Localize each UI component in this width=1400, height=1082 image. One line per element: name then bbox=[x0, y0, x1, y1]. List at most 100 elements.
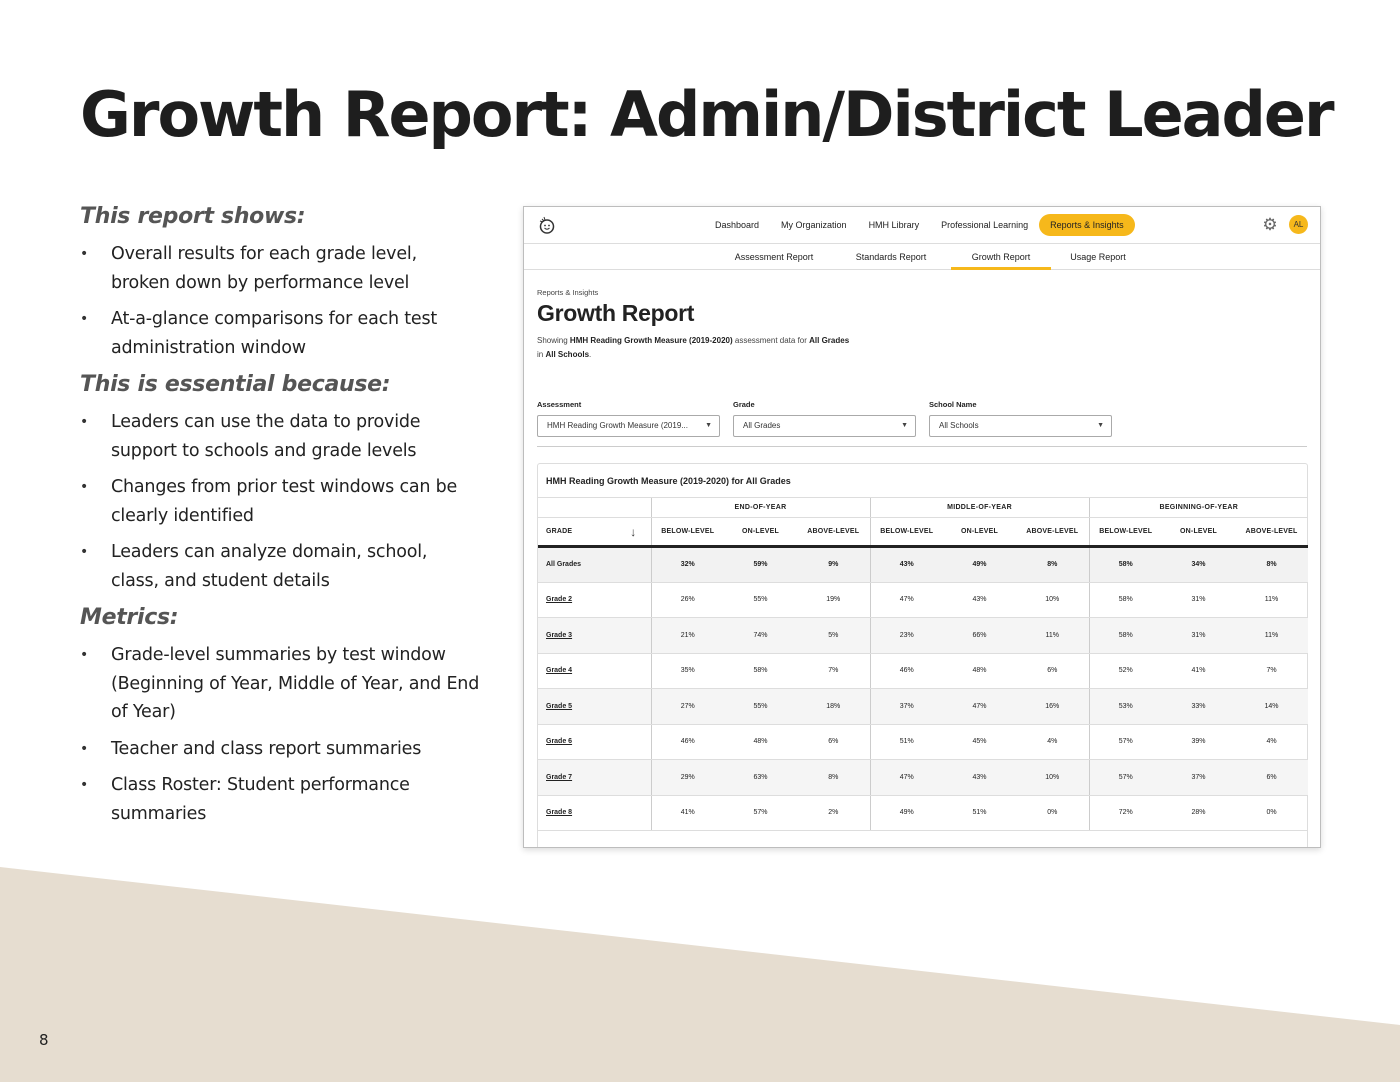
tab-standards-report[interactable]: Standards Report bbox=[855, 252, 927, 262]
caret-down-icon: ▼ bbox=[1097, 422, 1104, 429]
percent-cell: 46% bbox=[869, 653, 943, 689]
percent-cell: 43% bbox=[943, 582, 1016, 618]
tab-growth-report[interactable]: Growth Report bbox=[951, 244, 1051, 270]
grade-cell: All Grades bbox=[538, 546, 651, 583]
percent-cell: 47% bbox=[943, 688, 1016, 725]
assessment-select[interactable]: HMH Reading Growth Measure (2019... ▼ bbox=[537, 415, 720, 437]
bullet-dot: • bbox=[80, 246, 89, 262]
percent-cell: 10% bbox=[1016, 759, 1090, 796]
table-title: HMH Reading Growth Measure (2019-2020) f… bbox=[546, 476, 791, 486]
filter-label: Grade bbox=[733, 400, 755, 409]
bullet-dot: • bbox=[80, 414, 89, 430]
bullet-list: • Grade-level summaries by test window (B… bbox=[80, 641, 480, 828]
slide-title: Growth Report: Admin/District Leader bbox=[80, 78, 1335, 151]
logo-icon[interactable] bbox=[537, 215, 557, 235]
summary-text: . bbox=[589, 350, 592, 359]
percent-cell: 47% bbox=[869, 759, 943, 796]
growth-table-card: HMH Reading Growth Measure (2019-2020) f… bbox=[537, 463, 1309, 847]
nav-reports-insights[interactable]: Reports & Insights bbox=[1039, 214, 1135, 236]
column-header-below-level: BELOW-LEVEL bbox=[650, 517, 724, 548]
percent-cell: 58% bbox=[1088, 582, 1163, 618]
nav-my-organization[interactable]: My Organization bbox=[781, 220, 847, 230]
grade-header-label: GRADE bbox=[546, 528, 573, 535]
summary-text: in bbox=[537, 350, 546, 359]
bullet-text: Overall results for each grade level, br… bbox=[111, 244, 417, 293]
growth-table: END-OF-YEAR MIDDLE-OF-YEAR BEGINNING-OF-… bbox=[538, 497, 1309, 831]
column-header-on-level: ON-LEVEL bbox=[724, 517, 797, 548]
table-row-all-grades: All Grades 32% 59% 9% 43% 49% 8% 58% 34% 8% bbox=[538, 546, 1309, 583]
percent-cell: 41% bbox=[1162, 653, 1236, 689]
table-row: Grade 8 41% 57% 2% 49% 51% 0% 72% 28% 0% bbox=[538, 795, 1309, 831]
grade-filter: Grade All Grades ▼ bbox=[733, 400, 916, 437]
column-header-on-level: ON-LEVEL bbox=[943, 517, 1016, 548]
column-header-above-level: ABOVE-LEVEL bbox=[1016, 517, 1090, 548]
percent-cell: 57% bbox=[1088, 759, 1163, 796]
percent-cell: 7% bbox=[1235, 653, 1309, 689]
percent-cell: 49% bbox=[943, 546, 1016, 583]
top-nav-bar: Dashboard My Organization HMH Library Pr… bbox=[524, 207, 1320, 244]
bullet-dot: • bbox=[80, 544, 89, 560]
school-select[interactable]: All Schools ▼ bbox=[929, 415, 1112, 437]
tab-assessment-report[interactable]: Assessment Report bbox=[734, 252, 814, 262]
grade-link[interactable]: Grade 5 bbox=[538, 688, 651, 725]
percent-cell: 55% bbox=[724, 688, 797, 725]
section-essential: This is essential because: • Leaders can … bbox=[80, 372, 480, 595]
grade-link[interactable]: Grade 2 bbox=[538, 582, 651, 618]
percent-cell: 46% bbox=[650, 724, 724, 760]
percent-cell: 43% bbox=[869, 546, 943, 583]
percent-cell: 16% bbox=[1016, 688, 1090, 725]
main-nav: Dashboard My Organization HMH Library Pr… bbox=[704, 214, 1135, 236]
percent-cell: 58% bbox=[724, 653, 797, 689]
percent-cell: 21% bbox=[650, 617, 724, 654]
bullet-dot: • bbox=[80, 777, 89, 793]
section-heading: Metrics: bbox=[80, 605, 179, 630]
grade-link[interactable]: Grade 4 bbox=[538, 653, 651, 689]
percent-cell: 8% bbox=[1235, 546, 1309, 583]
grade-link[interactable]: Grade 8 bbox=[538, 795, 651, 831]
gear-icon[interactable]: ⚙ bbox=[1262, 215, 1278, 234]
section-heading: This is essential because: bbox=[80, 372, 391, 397]
grade-link[interactable]: Grade 6 bbox=[538, 724, 651, 760]
percent-cell: 8% bbox=[1016, 546, 1090, 583]
table-row: Grade 2 26% 55% 19% 47% 43% 10% 58% 31% 11% bbox=[538, 582, 1309, 618]
group-header-row: END-OF-YEAR MIDDLE-OF-YEAR BEGINNING-OF-… bbox=[538, 497, 1309, 518]
percent-cell: 53% bbox=[1088, 688, 1163, 725]
column-header-below-level: BELOW-LEVEL bbox=[1088, 517, 1163, 548]
section-metrics: Metrics: • Grade-level summaries by test … bbox=[80, 605, 480, 828]
percent-cell: 4% bbox=[1235, 724, 1309, 760]
bullet-text: Leaders can use the data to provide supp… bbox=[111, 412, 421, 461]
bullet-item: • Leaders can use the data to provide sup… bbox=[80, 408, 480, 465]
percent-cell: 29% bbox=[650, 759, 724, 796]
percent-cell: 19% bbox=[797, 582, 870, 618]
column-header-above-level: ABOVE-LEVEL bbox=[1235, 517, 1309, 548]
sort-down-arrow-icon[interactable]: ↓ bbox=[630, 525, 637, 539]
percent-cell: 11% bbox=[1235, 582, 1309, 618]
percent-cell: 7% bbox=[797, 653, 870, 689]
grade-link[interactable]: Grade 7 bbox=[538, 759, 651, 796]
nav-dashboard[interactable]: Dashboard bbox=[715, 220, 760, 230]
percent-cell: 39% bbox=[1162, 724, 1236, 760]
bullet-text: Leaders can analyze domain, school, clas… bbox=[111, 542, 428, 591]
percent-cell: 5% bbox=[797, 617, 870, 654]
percent-cell: 14% bbox=[1235, 688, 1309, 725]
percent-cell: 47% bbox=[869, 582, 943, 618]
nav-professional-learning[interactable]: Professional Learning bbox=[941, 220, 1029, 230]
grade-column-header[interactable]: GRADE ↓ bbox=[538, 517, 651, 548]
bullet-text: Changes from prior test windows can be c… bbox=[111, 477, 458, 526]
summary-text: Showing bbox=[537, 336, 570, 345]
breadcrumb[interactable]: Reports & Insights bbox=[537, 288, 599, 297]
filter-label: School Name bbox=[929, 400, 977, 409]
table-row: Grade 6 46% 48% 6% 51% 45% 4% 57% 39% 4% bbox=[538, 724, 1309, 760]
percent-cell: 37% bbox=[869, 688, 943, 725]
tab-usage-report[interactable]: Usage Report bbox=[1070, 252, 1126, 262]
grade-link[interactable]: Grade 3 bbox=[538, 617, 651, 654]
percent-cell: 31% bbox=[1162, 582, 1236, 618]
avatar[interactable]: AL bbox=[1289, 215, 1308, 234]
grade-select[interactable]: All Grades ▼ bbox=[733, 415, 916, 437]
nav-hmh-library[interactable]: HMH Library bbox=[868, 220, 920, 230]
bullet-item: • Grade-level summaries by test window (B… bbox=[80, 641, 480, 727]
percent-cell: 6% bbox=[1016, 653, 1090, 689]
percent-cell: 28% bbox=[1162, 795, 1236, 831]
bullet-item: • Class Roster: Student performance summa… bbox=[80, 771, 480, 828]
